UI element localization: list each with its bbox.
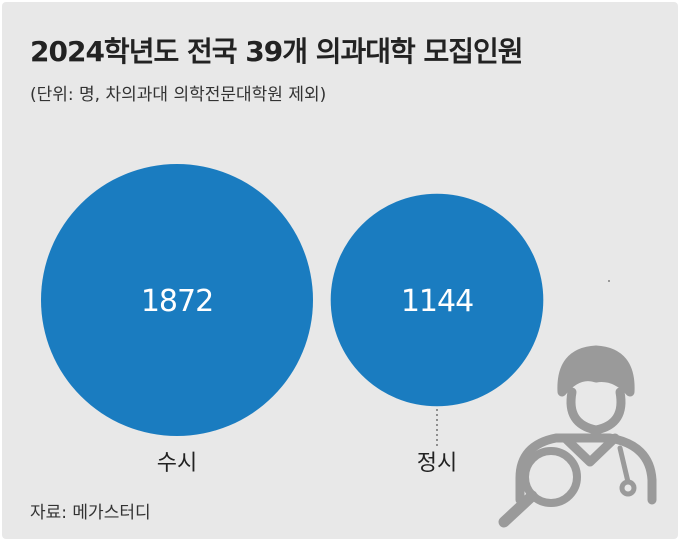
source-note: 자료: 메가스터디 (30, 503, 151, 523)
bubble-value-label-2: 1144 (401, 284, 473, 319)
category-label-2: 정시 (417, 451, 457, 476)
magnifier-icon (498, 447, 581, 528)
bubbles-layer: 1872 수시 1144 정시 (41, 164, 544, 476)
dot-mark (608, 280, 610, 282)
chart-title: 2024학년도 전국 39개 의과대학 모집인원 (30, 35, 524, 68)
category-label-1: 수시 (157, 451, 197, 476)
doctor-icon (515, 345, 657, 505)
bubble-1 (41, 164, 313, 436)
bubble-value-label-1: 1872 (141, 284, 213, 319)
chart-subtitle: (단위: 명, 차의과대 의학전문대학원 제외) (30, 85, 327, 105)
bubble-2 (330, 193, 544, 407)
